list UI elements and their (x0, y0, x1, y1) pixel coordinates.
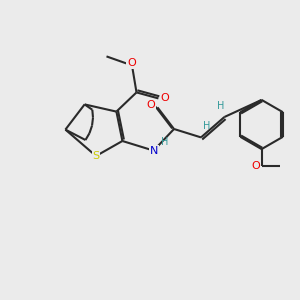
Text: S: S (92, 151, 100, 161)
Text: O: O (160, 93, 169, 103)
Text: H: H (161, 137, 168, 147)
Text: H: H (217, 100, 224, 111)
Text: H: H (203, 121, 210, 131)
Text: O: O (251, 160, 260, 171)
Text: O: O (146, 100, 155, 110)
Text: N: N (149, 146, 158, 156)
Text: O: O (127, 58, 136, 68)
